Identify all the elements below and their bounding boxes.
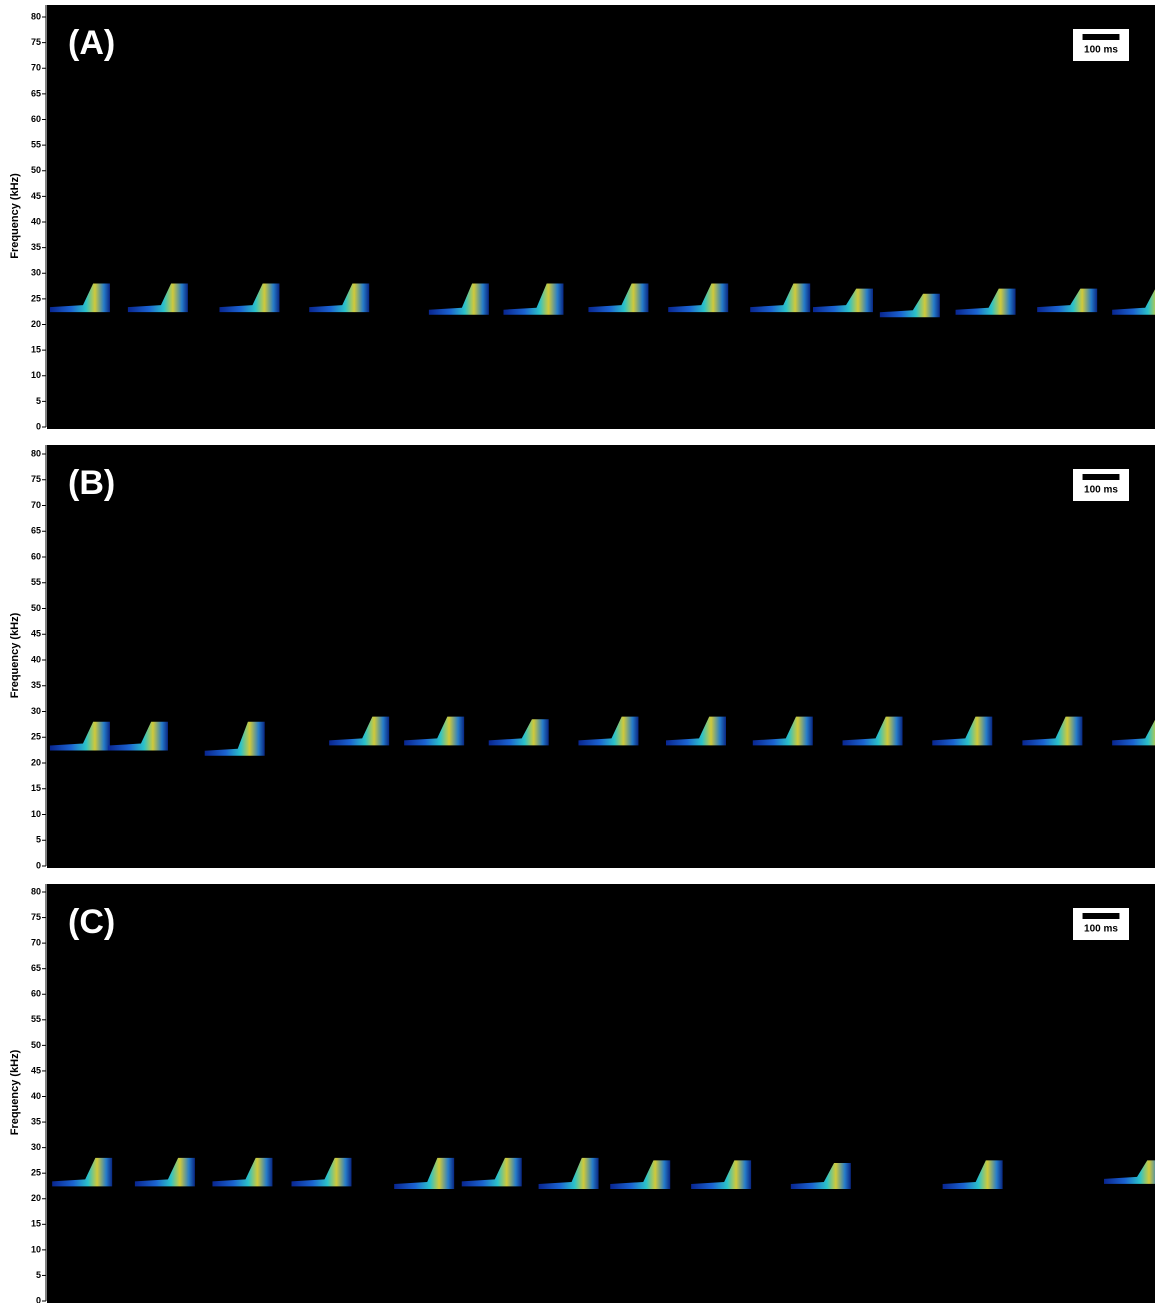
y-tick-label: 10 [31, 809, 41, 819]
scale-bar-label: 100 ms [1084, 924, 1118, 935]
y-tick-label: 55 [31, 577, 41, 587]
y-tick-label: 35 [31, 242, 41, 252]
y-tick-label: 25 [31, 1168, 41, 1178]
y-tick-label: 25 [31, 293, 41, 303]
y-axis-label: Frequency (kHz) [9, 1049, 21, 1135]
y-tick-label: 60 [31, 551, 41, 561]
panel-label: (C) [68, 903, 115, 941]
y-tick-label: 70 [31, 500, 41, 510]
y-tick-label: 20 [31, 757, 41, 767]
y-tick-label: 20 [31, 319, 41, 329]
y-tick-label: 5 [36, 835, 41, 845]
y-axis-label: Frequency (kHz) [9, 173, 21, 259]
scale-bar [1083, 34, 1120, 40]
y-tick-label: 80 [31, 886, 41, 896]
y-tick-label: 30 [31, 706, 41, 716]
y-tick-label: 65 [31, 963, 41, 973]
y-tick-label: 80 [31, 11, 41, 21]
y-tick-label: 10 [31, 370, 41, 380]
y-tick-label: 15 [31, 345, 41, 355]
y-tick-label: 20 [31, 1193, 41, 1203]
y-tick-label: 5 [36, 396, 41, 406]
y-tick-label: 55 [31, 140, 41, 150]
y-tick-label: 0 [36, 860, 41, 870]
figure: 05101520253035404550556065707580Frequenc… [0, 0, 1155, 1303]
y-tick-label: 0 [36, 1295, 41, 1303]
panel-label: (A) [68, 24, 115, 62]
y-tick-label: 45 [31, 629, 41, 639]
spectrogram-panel [47, 445, 1155, 868]
y-tick-label: 65 [31, 88, 41, 98]
y-tick-label: 65 [31, 526, 41, 536]
y-axis-label: Frequency (kHz) [9, 612, 21, 698]
spectrogram-panel [47, 884, 1155, 1303]
y-tick-label: 10 [31, 1244, 41, 1254]
y-tick-label: 35 [31, 680, 41, 690]
y-tick-label: 40 [31, 216, 41, 226]
scale-bar-label: 100 ms [1084, 485, 1118, 496]
y-tick-label: 50 [31, 165, 41, 175]
y-tick-label: 75 [31, 474, 41, 484]
y-tick-label: 60 [31, 989, 41, 999]
y-tick-label: 45 [31, 1065, 41, 1075]
y-tick-label: 55 [31, 1014, 41, 1024]
y-tick-label: 50 [31, 603, 41, 613]
y-tick-label: 30 [31, 268, 41, 278]
panel-label: (B) [68, 464, 115, 502]
scale-bar [1083, 913, 1120, 919]
y-tick-label: 15 [31, 1219, 41, 1229]
y-tick-label: 70 [31, 63, 41, 73]
y-tick-label: 60 [31, 114, 41, 124]
y-tick-label: 40 [31, 654, 41, 664]
y-tick-label: 80 [31, 448, 41, 458]
spectrogram-panel [47, 5, 1155, 429]
scale-bar [1083, 474, 1120, 480]
y-tick-label: 0 [36, 421, 41, 431]
y-tick-label: 35 [31, 1116, 41, 1126]
y-tick-label: 50 [31, 1040, 41, 1050]
y-tick-label: 45 [31, 191, 41, 201]
y-tick-label: 40 [31, 1091, 41, 1101]
y-tick-label: 75 [31, 37, 41, 47]
y-tick-label: 75 [31, 912, 41, 922]
y-tick-label: 15 [31, 783, 41, 793]
y-tick-label: 5 [36, 1270, 41, 1280]
scale-bar-label: 100 ms [1084, 45, 1118, 56]
y-tick-label: 25 [31, 732, 41, 742]
y-tick-label: 70 [31, 938, 41, 948]
y-tick-label: 30 [31, 1142, 41, 1152]
